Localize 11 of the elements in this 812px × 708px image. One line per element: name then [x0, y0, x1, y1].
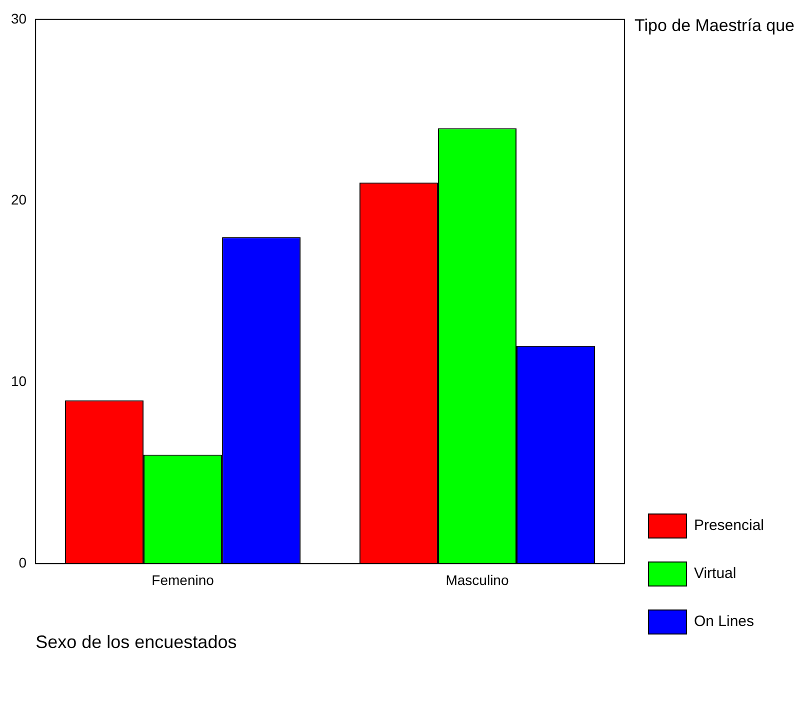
y-tick-label: 0 — [18, 554, 27, 570]
y-tick-label: 20 — [10, 192, 27, 208]
x-axis-title: Sexo de los encuestados — [36, 632, 237, 652]
x-tick-label: Femenino — [152, 572, 214, 588]
legend-label: Presencial — [694, 517, 764, 534]
legend-title: Tipo de Maestría que — [634, 16, 794, 36]
legend-label: Virtual — [694, 565, 736, 582]
y-tick-label: 30 — [10, 10, 27, 26]
x-tick-label: Masculino — [446, 572, 509, 588]
y-tick-label: 10 — [10, 373, 27, 390]
legend-label: On Lines — [694, 613, 754, 630]
